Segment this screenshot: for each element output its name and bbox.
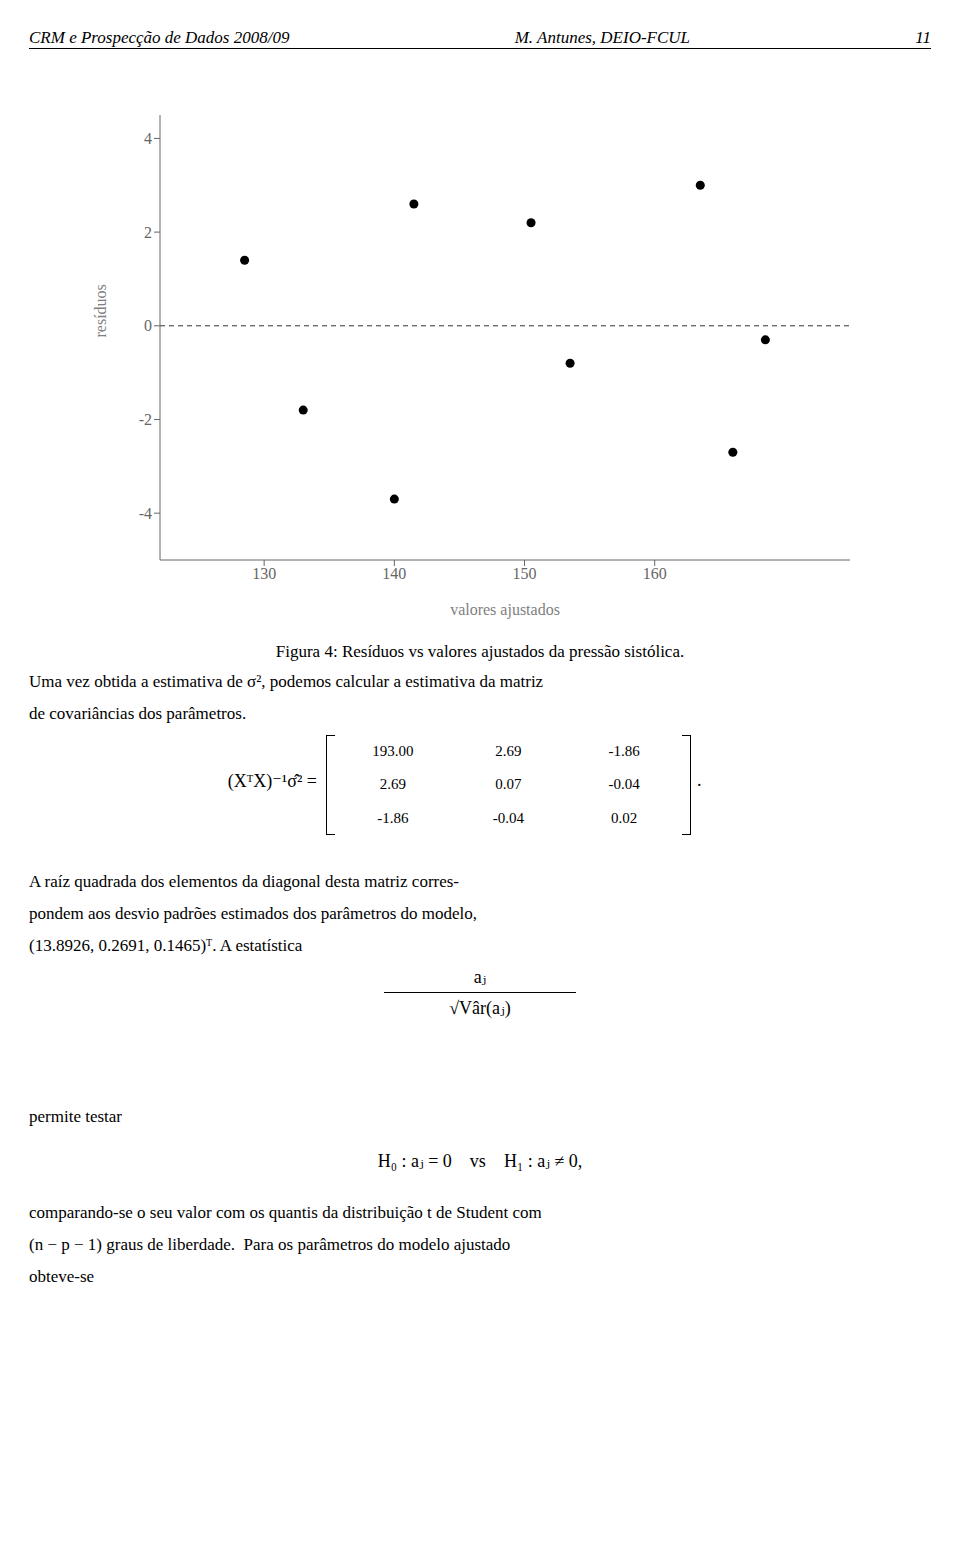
html-text:obteve-se: obteve-se [29,1267,95,1286]
svg-text:4: 4 [144,130,152,147]
html-text:permite testar: permite testar [29,1107,122,1126]
html-text:Figura 4: Resíduos vs valores: Figura 4: Resíduos vs valores ajustados … [275,642,685,661]
html-text:√Vâr(aⱼ): √Vâr(aⱼ) [449,998,511,1018]
html-text:0.02: 0.02 [611,809,638,826]
svg-text:140: 140 [382,565,406,582]
html-text:-0.04: -0.04 [608,776,640,793]
html-text:0.07: 0.07 [495,776,522,793]
svg-text:2: 2 [144,224,152,241]
svg-text:resíduos: resíduos [92,284,109,337]
html-text:-1.86: -1.86 [608,743,640,760]
html-text:(13.8926, 0.2691, 0.1465)ᵀ. A: (13.8926, 0.2691, 0.1465)ᵀ. A estatístic… [29,936,303,955]
html-text:comparando-se o seu valor com: comparando-se o seu valor com os quantis… [29,1203,542,1222]
html-text:2.69: 2.69 [495,743,522,760]
html-text:aⱼ: aⱼ [473,967,487,987]
html-text:(XᵀX)⁻¹σ̂² =: (XᵀX)⁻¹σ̂² = [227,771,317,791]
html-text:-0.04: -0.04 [492,809,525,826]
svg-text:0: 0 [144,317,152,334]
html-text:M. Antunes, DEIO-FCUL: M. Antunes, DEIO-FCUL [514,28,690,47]
html-text:193.00: 193.00 [372,743,414,760]
html-text:A raíz quadrada dos elementos: A raíz quadrada dos elementos da diagona… [29,872,459,891]
html-text:11: 11 [915,28,931,47]
html-text:H₀ : aⱼ = 0 vs H₁ : aⱼ ≠ 0,: H₀ : aⱼ = 0 vs H₁ : aⱼ ≠ 0, [377,1151,583,1171]
html-text:-1.86: -1.86 [377,809,409,826]
html-text:pondem aos desvio padrões esti: pondem aos desvio padrões estimados dos … [29,904,478,923]
svg-text:130: 130 [252,565,276,582]
html-text:2.69: 2.69 [379,776,406,793]
svg-text:-4: -4 [139,505,152,522]
svg-text:-2: -2 [139,411,152,428]
svg-text:valores ajustados: valores ajustados [450,601,560,619]
html-text:CRM e Prospecção de Dados 2008: CRM e Prospecção de Dados 2008/09 [29,28,290,47]
html-text:Uma vez obtida a estimativa de: Uma vez obtida a estimativa de σ², podem… [29,672,544,691]
html-text:(n − p − 1) graus de liberdade: (n − p − 1) graus de liberdade. Para os … [29,1235,511,1254]
html-text:de covariâncias dos parâmetros: de covariâncias dos parâmetros. [29,704,247,723]
svg-text:160: 160 [643,565,667,582]
svg-text:150: 150 [513,565,537,582]
